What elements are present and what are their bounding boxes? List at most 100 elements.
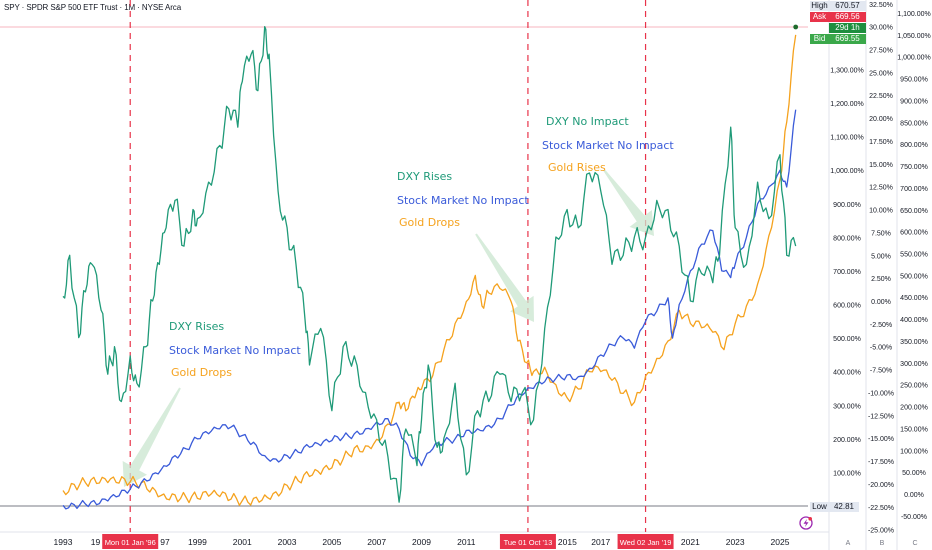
high-label-bg	[810, 1, 829, 11]
y-tick-label-b: 5.00%	[871, 253, 891, 260]
x-tick-label: 2009	[412, 537, 431, 547]
annotation-text: DXY Rises	[169, 320, 224, 333]
y-tick-label-c: 150.00%	[900, 426, 928, 433]
y-tick-label-b: 10.00%	[869, 208, 893, 215]
y-tick-label-c: 500.00%	[900, 273, 928, 280]
y-tick-label-c: 950.00%	[900, 77, 928, 84]
high-value-bg	[829, 1, 866, 11]
arrow-pointer-icon	[475, 233, 534, 322]
y-tick-label-a: 100.00%	[833, 470, 861, 477]
lightning-icon[interactable]	[799, 516, 813, 530]
x-tick-label: 2007	[367, 537, 386, 547]
y-tick-label-a: 600.00%	[833, 303, 861, 310]
y-tick-label-a: 900.00%	[833, 202, 861, 209]
date-marker-label: Mon 01 Jan '96	[105, 538, 156, 547]
date-marker-label: Tue 01 Oct '13	[504, 538, 553, 547]
y-tick-label-b: 12.50%	[869, 185, 893, 192]
y-tick-label-a: 1,100.00%	[830, 135, 863, 142]
y-tick-label-c: 100.00%	[900, 448, 928, 455]
y-tick-label-a: 700.00%	[833, 269, 861, 276]
y-tick-label-b: 17.50%	[869, 139, 893, 146]
y-tick-label-b: 22.50%	[869, 93, 893, 100]
y-tick-label-c: 50.00%	[902, 470, 926, 477]
y-tick-label-c: 400.00%	[900, 317, 928, 324]
y-tick-label-b: -15.00%	[868, 436, 894, 443]
y-tick-label-c: 850.00%	[900, 120, 928, 127]
y-tick-label-c: 1,100.00%	[897, 11, 930, 18]
y-tick-label-b: -7.50%	[870, 368, 892, 375]
y-tick-label-c: 800.00%	[900, 142, 928, 149]
y-tick-label-c: 700.00%	[900, 186, 928, 193]
last-price-dot	[793, 24, 799, 30]
ask-value-bg	[829, 12, 866, 22]
x-tick-label: 1999	[188, 537, 207, 547]
x-tick-label: 1993	[54, 537, 73, 547]
date-marker-label-bg	[499, 534, 556, 549]
x-tick-label: 2005	[322, 537, 341, 547]
low-value-bg	[829, 502, 859, 512]
x-tick-label: 2025	[771, 537, 790, 547]
annotation-text: Gold Rises	[548, 161, 606, 174]
y-tick-label-b: 30.00%	[869, 25, 893, 32]
y-tick-label-a: 500.00%	[833, 336, 861, 343]
y-tick-label-b: 7.50%	[871, 230, 891, 237]
x-tick-label: 19	[91, 537, 101, 547]
annotation-text: Stock Market No Impact	[169, 344, 301, 357]
y-tick-label-b: -22.50%	[868, 505, 894, 512]
series-line-gold[interactable]	[62, 34, 797, 506]
y-tick-label-c: -50.00%	[901, 514, 927, 521]
date-marker-label: Wed 02 Jan '19	[620, 538, 672, 547]
bid-value: 669.55	[835, 34, 860, 43]
y-tick-label-c: 600.00%	[900, 230, 928, 237]
y-tick-label-b: -10.00%	[868, 390, 894, 397]
y-tick-label-c: 0.00%	[904, 492, 924, 499]
bid-value-bg	[829, 34, 866, 44]
ask-label: Ask	[813, 12, 827, 21]
arrow-pointer-icon	[122, 387, 181, 487]
y-tick-label-b: -5.00%	[870, 345, 892, 352]
y-tick-label-c: 200.00%	[900, 405, 928, 412]
ask-value: 669.56	[835, 12, 860, 21]
y-tick-label-c: 450.00%	[900, 295, 928, 302]
y-tick-label-c: 1,000.00%	[897, 55, 930, 62]
countdown-timer: 29d 1h	[835, 23, 859, 32]
y-tick-label-b: 15.00%	[869, 162, 893, 169]
y-tick-label-b: -20.00%	[868, 482, 894, 489]
y-tick-label-a: 300.00%	[833, 403, 861, 410]
annotation-text: Stock Market No Impact	[397, 194, 529, 207]
scale-tab-b[interactable]: B	[880, 540, 885, 547]
annotation-text: Gold Drops	[399, 216, 460, 229]
scale-tab-c[interactable]: C	[912, 540, 917, 547]
y-tick-label-c: 1,050.00%	[897, 33, 930, 40]
y-tick-label-a: 1,200.00%	[830, 101, 863, 108]
x-tick-label: 2023	[726, 537, 745, 547]
countdown-timer-bg	[829, 23, 866, 33]
low-label: Low	[812, 502, 827, 511]
annotation-text: Gold Drops	[171, 366, 232, 379]
high-value: 670.57	[835, 1, 860, 10]
y-tick-label-b: -2.50%	[870, 322, 892, 329]
x-tick-label: 97	[160, 537, 170, 547]
y-tick-label-a: 1,000.00%	[830, 168, 863, 175]
y-tick-label-b: -12.50%	[868, 413, 894, 420]
y-tick-label-b: 20.00%	[869, 116, 893, 123]
low-value: 42.81	[834, 502, 855, 511]
y-tick-label-c: 350.00%	[900, 339, 928, 346]
y-tick-label-b: 27.50%	[869, 48, 893, 55]
high-label: High	[811, 1, 827, 10]
arrow-pointer-icon	[603, 169, 654, 236]
annotation-text: Stock Market No Impact	[542, 139, 674, 152]
y-tick-label-a: 200.00%	[833, 437, 861, 444]
y-tick-label-c: 650.00%	[900, 208, 928, 215]
scale-tab-a[interactable]: A	[846, 540, 851, 547]
y-tick-label-c: 300.00%	[900, 361, 928, 368]
chart-title: SPY · SPDR S&P 500 ETF Trust · 1M · NYSE…	[4, 3, 182, 12]
y-tick-label-c: 250.00%	[900, 383, 928, 390]
y-tick-label-a: 800.00%	[833, 235, 861, 242]
y-tick-label-c: 550.00%	[900, 252, 928, 259]
y-tick-label-b: 32.50%	[869, 2, 893, 9]
y-tick-label-c: 750.00%	[900, 164, 928, 171]
bid-label: Bid	[814, 34, 826, 43]
series-line-dxy[interactable]	[62, 25, 797, 503]
